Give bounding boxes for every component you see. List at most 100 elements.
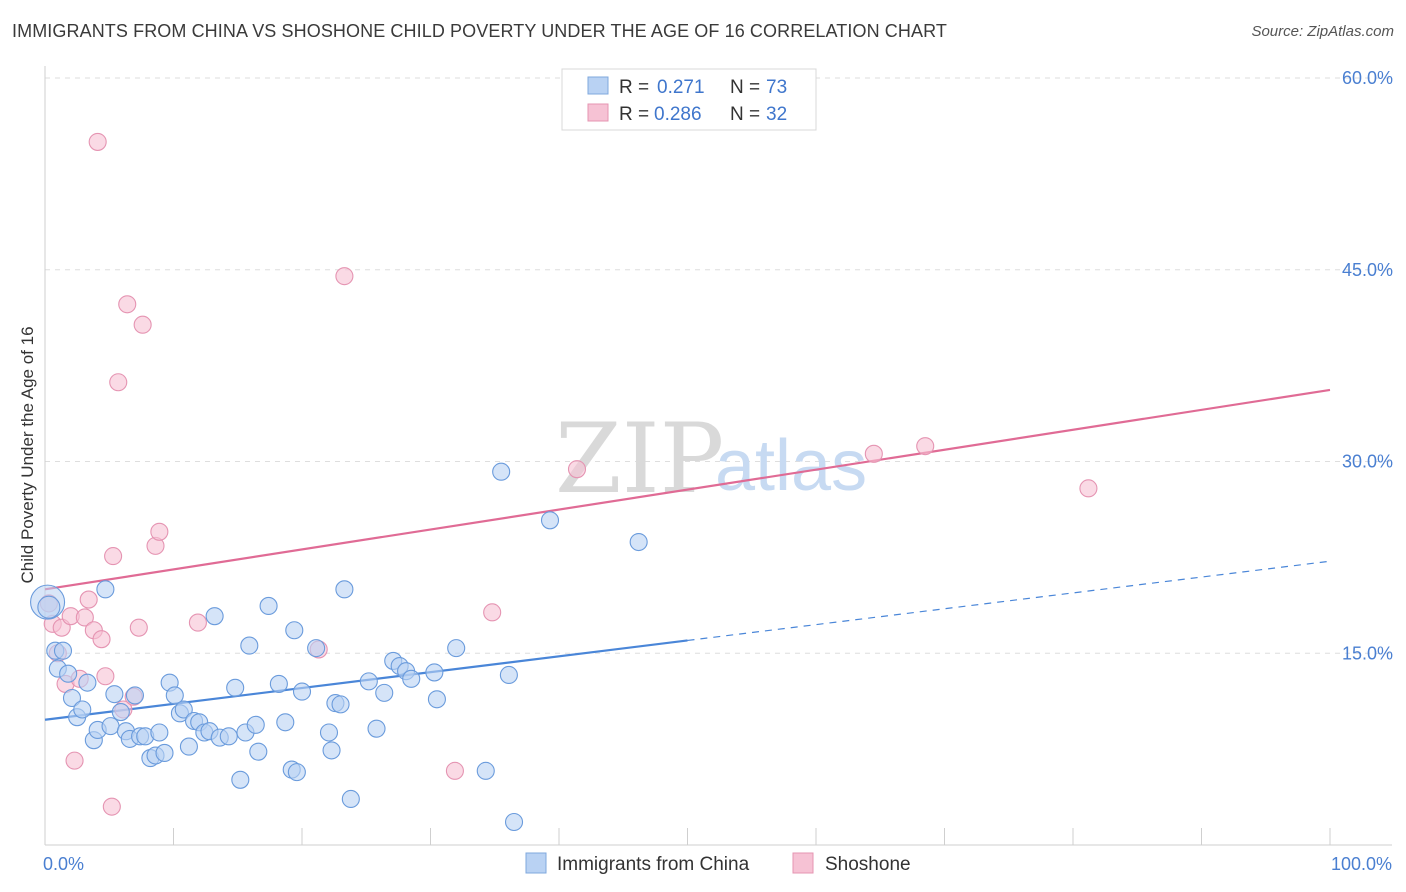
point-china <box>62 688 82 708</box>
legend-swatch-shoshone <box>587 103 609 122</box>
point-china <box>219 727 238 746</box>
point-china <box>105 685 124 704</box>
point-china <box>492 462 511 481</box>
point-china <box>96 580 115 599</box>
point-china <box>231 770 250 789</box>
point-shoshone <box>88 132 107 151</box>
legend-n-label-shoshone: N = <box>730 104 760 125</box>
point-china <box>246 715 265 734</box>
point-china <box>402 669 421 688</box>
point-china <box>73 700 92 719</box>
point-china <box>78 673 97 692</box>
point-china <box>155 743 174 763</box>
point-china <box>111 703 130 722</box>
point-china <box>499 665 518 685</box>
point-china <box>447 639 466 658</box>
point-china <box>319 723 339 742</box>
point-shoshone <box>102 797 121 816</box>
point-shoshone <box>65 751 84 770</box>
point-china <box>307 639 326 658</box>
point-china <box>259 596 278 616</box>
legend-r-value-shoshone: 0.286 <box>654 104 702 125</box>
point-shoshone <box>79 590 98 609</box>
point-china <box>341 789 360 809</box>
point-shoshone <box>133 315 152 334</box>
point-china <box>287 763 306 782</box>
point-china <box>292 682 312 701</box>
legend-r-label-china: R = <box>619 77 649 98</box>
x-tick-label: 0.0% <box>43 854 84 874</box>
point-china <box>269 674 288 693</box>
point-china <box>101 717 120 736</box>
source-credit: Source: ZipAtlas.com <box>1251 23 1394 40</box>
legend-label-china: Immigrants from China <box>557 854 750 875</box>
point-china <box>165 686 184 705</box>
point-china <box>249 742 268 761</box>
point-china <box>226 678 245 697</box>
point-china <box>53 641 73 660</box>
point-china <box>174 700 193 719</box>
point-china <box>425 663 444 682</box>
point-china <box>375 683 394 702</box>
legend-r-label-shoshone: R = <box>619 104 649 125</box>
point-china <box>331 695 350 714</box>
legend-n-label-china: N = <box>730 77 760 98</box>
point-china <box>37 595 61 619</box>
point-china <box>125 686 144 705</box>
point-shoshone <box>150 522 169 541</box>
point-china <box>540 511 560 530</box>
point-china <box>276 713 295 732</box>
gridlines <box>45 77 1392 654</box>
y-tick-label: 30.0% <box>1342 452 1393 472</box>
chart-title: IMMIGRANTS FROM CHINA VS SHOSHONE CHILD … <box>12 21 947 41</box>
point-shoshone <box>916 437 935 456</box>
point-shoshone <box>118 295 137 314</box>
data-points <box>30 132 1098 832</box>
trend-line-shoshone <box>44 388 1331 591</box>
legend-swatch-china <box>587 76 609 95</box>
point-china <box>427 690 446 709</box>
legend-n-value-china: 73 <box>766 77 787 98</box>
point-shoshone <box>1079 479 1098 498</box>
legend-label-shoshone: Shoshone <box>825 854 911 875</box>
point-china <box>150 723 169 742</box>
point-shoshone <box>864 444 883 463</box>
legend-n-value-shoshone: 32 <box>766 104 787 125</box>
stats-legend: R = 0.271 N = 73 R = 0.286 N = 32 <box>561 68 817 131</box>
point-china <box>335 580 354 599</box>
trend-line-china-extrapolated <box>687 560 1331 642</box>
y-tick-label: 45.0% <box>1342 260 1393 280</box>
point-shoshone <box>445 761 464 780</box>
point-china <box>629 532 648 552</box>
axes <box>44 66 1392 846</box>
point-shoshone <box>109 373 128 392</box>
point-china <box>322 741 341 760</box>
point-china <box>205 607 224 626</box>
legend-r-value-china: 0.271 <box>657 77 705 98</box>
point-china <box>240 636 259 655</box>
point-shoshone <box>96 667 115 686</box>
point-shoshone <box>483 603 502 622</box>
legend-marker-china <box>525 852 547 874</box>
y-tick-label: 15.0% <box>1342 643 1393 663</box>
point-shoshone <box>567 460 587 479</box>
point-shoshone <box>129 618 148 637</box>
watermark-zip: ZIP <box>555 403 724 515</box>
x-tick-label: 100.0% <box>1331 854 1392 874</box>
point-china <box>285 621 304 640</box>
point-china <box>367 719 386 738</box>
point-shoshone <box>335 267 354 286</box>
point-shoshone <box>188 613 207 632</box>
tick-labels: 0.0% 100.0% 15.0% 30.0% 45.0% 60.0% <box>43 68 1393 874</box>
point-china <box>476 761 495 780</box>
point-china <box>504 812 524 832</box>
y-tick-label: 60.0% <box>1342 68 1393 88</box>
watermark: ZIP atlas <box>555 403 867 515</box>
point-shoshone <box>75 608 94 627</box>
point-shoshone <box>92 630 111 649</box>
point-china <box>359 672 378 691</box>
y-axis-label: Child Poverty Under the Age of 16 <box>18 326 37 583</box>
point-china <box>179 737 198 756</box>
point-china <box>59 664 78 683</box>
